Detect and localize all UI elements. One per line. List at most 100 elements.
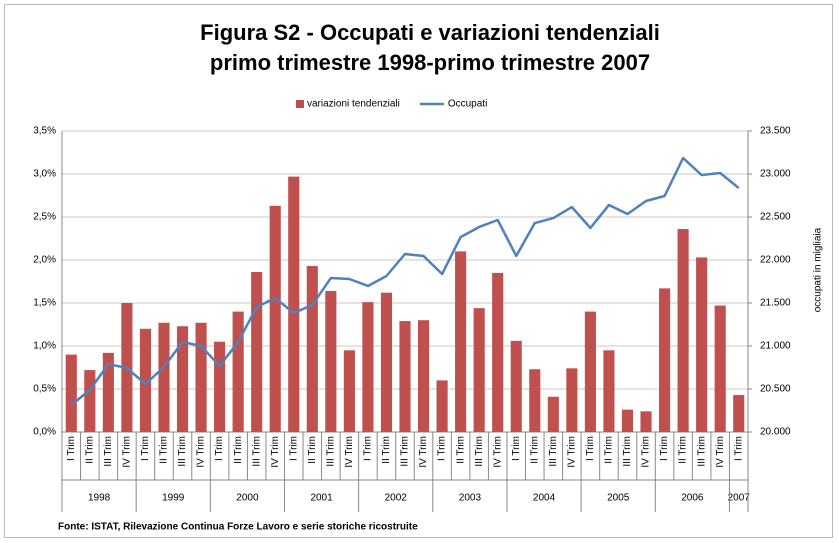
x-tick-label: I Trim: [66, 436, 77, 461]
x-tick-label: II Trim: [307, 436, 318, 464]
legend-label: Occupati: [448, 99, 487, 110]
x-group-label: 2007: [728, 493, 751, 504]
x-tick-label: III Trim: [177, 436, 188, 467]
x-group-label: 2002: [385, 493, 408, 504]
bar: [139, 328, 151, 432]
bar: [380, 292, 393, 432]
bar: [436, 380, 448, 432]
y-tick-label: 0,0%: [33, 427, 56, 438]
bar: [473, 308, 485, 432]
bar: [195, 322, 207, 432]
x-tick-label: III Trim: [696, 436, 707, 467]
x-tick-label: II Trim: [233, 436, 244, 464]
x-tick-label: I Trim: [511, 436, 522, 461]
bar: [603, 350, 615, 432]
x-tick-label: IV Trim: [641, 436, 652, 468]
x-tick-label: IV Trim: [122, 436, 133, 468]
x-tick-label: III Trim: [325, 436, 336, 467]
bar: [621, 409, 634, 432]
bar: [696, 257, 708, 432]
x-tick-label: III Trim: [622, 436, 633, 467]
x-tick-label: III Trim: [103, 436, 114, 467]
bar: [232, 311, 244, 432]
x-tick-label: I Trim: [363, 436, 374, 461]
y-tick-label: 1,0%: [33, 341, 56, 352]
x-group-label: 2003: [459, 493, 482, 504]
y2-tick-label: 21.500: [760, 298, 791, 309]
x-tick-label: III Trim: [548, 436, 559, 467]
x-group-label: 2001: [310, 493, 333, 504]
bar: [417, 320, 430, 432]
bar: [455, 251, 467, 432]
y2-tick-label: 23.000: [760, 169, 791, 180]
legend-label: variazioni tendenziali: [307, 99, 400, 110]
bar: [325, 290, 337, 432]
bar: [566, 368, 578, 432]
bar: [677, 229, 689, 432]
y-tick-label: 3,0%: [33, 169, 56, 180]
x-tick-label: I Trim: [585, 436, 596, 461]
bar: [659, 288, 671, 432]
chart-title: Figura S2 - Occupati e variazioni tenden…: [200, 20, 660, 75]
x-tick-label: II Trim: [455, 436, 466, 464]
x-group-label: 2006: [681, 493, 704, 504]
y2-tick-label: 23.500: [760, 126, 791, 137]
y-tick-label: 2,0%: [33, 255, 56, 266]
y2-tick-label: 20.000: [760, 427, 791, 438]
y2-tick-label: 21.000: [760, 341, 791, 352]
bar: [529, 369, 541, 432]
y-tick-label: 0,5%: [33, 384, 56, 395]
bar: [306, 266, 318, 432]
legend-swatch: [296, 100, 304, 108]
y2-tick-label: 22.000: [760, 255, 791, 266]
x-tick-label: IV Trim: [344, 436, 355, 468]
y-tick-label: 2,5%: [33, 212, 56, 223]
x-tick-label: II Trim: [678, 436, 689, 464]
y2-axis-label: occupati in migliaia: [813, 227, 824, 312]
x-tick-label: IV Trim: [567, 436, 578, 468]
line: [70, 156, 740, 406]
x-group-label: 2000: [236, 493, 259, 504]
x-tick-label: I Trim: [733, 436, 744, 461]
bar: [84, 370, 96, 432]
bar: [102, 352, 114, 432]
bar: [214, 341, 226, 432]
y-tick-label: 1,5%: [33, 298, 56, 309]
bar: [492, 272, 504, 432]
x-tick-label: II Trim: [159, 436, 170, 464]
x-tick-label: I Trim: [214, 436, 225, 461]
x-tick-label: IV Trim: [270, 436, 281, 468]
bar: [158, 322, 170, 432]
y2-tick-label: 20.500: [760, 384, 791, 395]
x-tick-label: I Trim: [288, 436, 299, 461]
bar: [251, 272, 263, 432]
bar: [65, 354, 77, 432]
x-tick-label: III Trim: [400, 436, 411, 467]
x-tick-label: II Trim: [529, 436, 540, 464]
bar: [733, 395, 745, 432]
x-tick-label: IV Trim: [492, 436, 503, 468]
chart-frame: [4, 4, 833, 538]
x-group-label: 2005: [607, 493, 630, 504]
bar: [510, 340, 522, 432]
bar: [343, 350, 355, 432]
y2-tick-label: 22.500: [760, 212, 791, 223]
x-group-label: 2004: [533, 493, 556, 504]
bar: [547, 396, 559, 432]
x-tick-label: I Trim: [140, 436, 151, 461]
x-tick-label: I Trim: [659, 436, 670, 461]
x-tick-label: II Trim: [381, 436, 392, 464]
bar: [269, 205, 281, 432]
x-group-label: 1999: [162, 493, 185, 504]
bar: [176, 326, 189, 432]
x-group-label: 1998: [88, 493, 111, 504]
bar: [288, 176, 300, 432]
x-tick-label: IV Trim: [715, 436, 726, 468]
x-tick-label: IV Trim: [196, 436, 207, 468]
x-tick-label: II Trim: [84, 436, 95, 464]
bar: [714, 305, 726, 432]
bar: [584, 311, 596, 432]
x-tick-label: I Trim: [437, 436, 448, 461]
source-note: Fonte: ISTAT, Rilevazione Continua Forze…: [58, 522, 418, 533]
